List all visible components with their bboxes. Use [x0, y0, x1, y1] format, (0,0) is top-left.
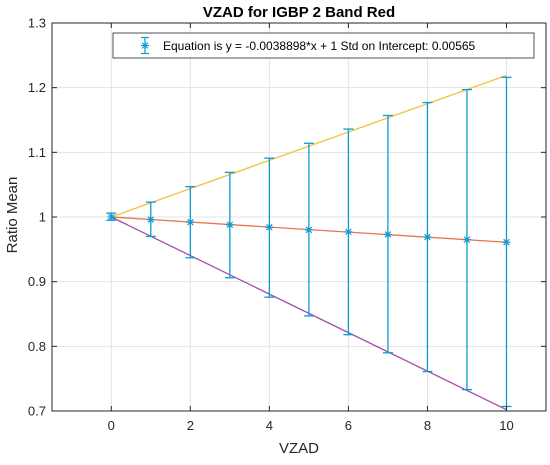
errorbar-8 — [422, 101, 433, 373]
errorbar-layer — [106, 76, 512, 408]
data-point-2 — [186, 218, 195, 227]
y-tick-label-1: 0.8 — [28, 339, 46, 354]
errorbar-1 — [145, 201, 156, 238]
y-tick-label-5: 1.2 — [28, 80, 46, 95]
errorbar-9 — [461, 88, 472, 391]
y-tick-label-2: 0.9 — [28, 274, 46, 289]
errorbar-7 — [382, 114, 393, 354]
legend-box — [112, 32, 535, 59]
y-tick-label-0: 0.7 — [28, 404, 46, 419]
y-tick-label-6: 1.3 — [28, 16, 46, 31]
data-point-1 — [146, 215, 155, 224]
legend: Equation is y = -0.0038898*x + 1 Std on … — [112, 32, 535, 59]
errorbar-4 — [264, 157, 275, 298]
legend-entry-label: Equation is y = -0.0038898*x + 1 Std on … — [163, 39, 476, 53]
x-tick-label-4: 8 — [424, 418, 431, 433]
y-tick-label-4: 1.1 — [28, 145, 46, 160]
data-point-9 — [462, 235, 471, 244]
data-point-10 — [502, 238, 511, 247]
legend-errorbar-marker — [141, 36, 149, 55]
data-point-4 — [265, 223, 274, 232]
errorbar-6 — [343, 128, 354, 336]
data-point-5 — [304, 225, 313, 234]
x-tick-label-5: 10 — [499, 418, 513, 433]
ticks-layer: 0 2 4 6 8 10 0.7 0.8 0.9 1 1.1 1.2 1.3 — [28, 16, 546, 433]
errorbar-10 — [501, 76, 512, 408]
data-point-7 — [383, 230, 392, 239]
errorbar-2 — [185, 185, 196, 259]
errorbar-0 — [106, 212, 117, 221]
x-tick-label-1: 2 — [187, 418, 194, 433]
errorbar-3 — [224, 171, 235, 279]
data-point-6 — [344, 227, 353, 236]
data-point-3 — [225, 220, 234, 229]
x-tick-label-3: 6 — [345, 418, 352, 433]
data-point-0 — [107, 213, 116, 221]
y-tick-label-3: 1 — [39, 210, 46, 225]
x-axis-label: VZAD — [279, 440, 319, 457]
errorbar-5 — [303, 142, 314, 317]
data-point-8 — [423, 233, 432, 242]
y-axis-label: Ratio Mean — [4, 177, 21, 254]
x-tick-label-2: 4 — [266, 418, 273, 433]
chart-title: VZAD for IGBP 2 Band Red — [203, 4, 395, 21]
legend-star — [141, 41, 149, 50]
x-tick-label-0: 0 — [108, 418, 115, 433]
